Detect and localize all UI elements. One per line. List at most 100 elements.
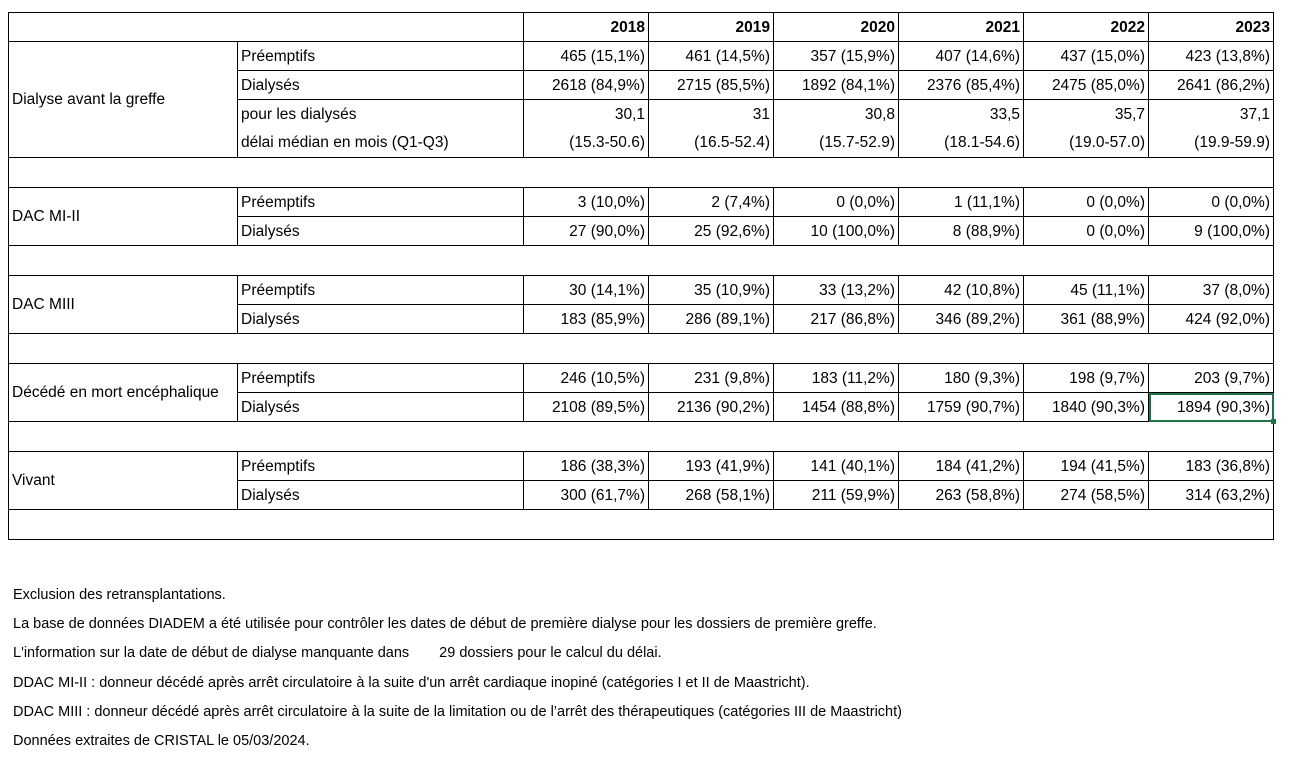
data-cell[interactable]: 141 (40,1%): [773, 451, 899, 481]
data-cell[interactable]: 0 (0,0%): [1023, 187, 1149, 217]
data-cell[interactable]: 0 (0,0%): [1148, 187, 1274, 217]
data-cell[interactable]: 231 (9,8%): [648, 363, 774, 393]
data-cell[interactable]: 37 (8,0%): [1148, 275, 1274, 305]
data-cell[interactable]: 30 (14,1%): [523, 275, 649, 305]
data-cell[interactable]: 3 (10,0%): [523, 187, 649, 217]
data-cell[interactable]: 186 (38,3%): [523, 451, 649, 481]
group-label-mort-encephalique[interactable]: Décédé en mort encéphalique: [8, 363, 238, 422]
data-cell[interactable]: 1454 (88,8%): [773, 392, 899, 422]
year-header-2019[interactable]: 2019: [648, 12, 774, 42]
year-header-2021[interactable]: 2021: [898, 12, 1024, 42]
data-cell[interactable]: 246 (10,5%): [523, 363, 649, 393]
data-cell[interactable]: 0 (0,0%): [773, 187, 899, 217]
data-cell[interactable]: 33 (13,2%): [773, 275, 899, 305]
spacer-cell[interactable]: [8, 421, 1274, 452]
data-cell[interactable]: 183 (11,2%): [773, 363, 899, 393]
data-cell[interactable]: 1 (11,1%): [898, 187, 1024, 217]
row-label[interactable]: pour les dialysés: [237, 99, 524, 129]
data-cell[interactable]: 27 (90,0%): [523, 216, 649, 246]
data-cell[interactable]: 407 (14,6%): [898, 41, 1024, 71]
data-cell[interactable]: (15.3-50.6): [523, 128, 649, 158]
data-cell[interactable]: 286 (89,1%): [648, 304, 774, 334]
data-cell[interactable]: 194 (41,5%): [1023, 451, 1149, 481]
row-label[interactable]: délai médian en mois (Q1-Q3): [237, 128, 524, 158]
row-label[interactable]: Préemptifs: [237, 187, 524, 217]
data-cell[interactable]: 437 (15,0%): [1023, 41, 1149, 71]
data-cell[interactable]: 217 (86,8%): [773, 304, 899, 334]
data-cell[interactable]: 2475 (85,0%): [1023, 70, 1149, 100]
data-cell[interactable]: 203 (9,7%): [1148, 363, 1274, 393]
group-label-dac-mi-ii[interactable]: DAC MI-II: [8, 187, 238, 246]
row-label[interactable]: Dialysés: [237, 480, 524, 510]
row-label[interactable]: Dialysés: [237, 392, 524, 422]
data-cell[interactable]: 314 (63,2%): [1148, 480, 1274, 510]
data-cell[interactable]: 357 (15,9%): [773, 41, 899, 71]
data-cell[interactable]: 42 (10,8%): [898, 275, 1024, 305]
data-cell[interactable]: 2618 (84,9%): [523, 70, 649, 100]
data-cell[interactable]: 45 (11,1%): [1023, 275, 1149, 305]
row-label[interactable]: Dialysés: [237, 70, 524, 100]
year-header-2022[interactable]: 2022: [1023, 12, 1149, 42]
spacer-cell[interactable]: [8, 157, 1274, 188]
group-label-dac-miii[interactable]: DAC MIII: [8, 275, 238, 334]
year-header-2023[interactable]: 2023: [1148, 12, 1274, 42]
data-cell[interactable]: 30,1: [523, 99, 649, 129]
data-cell[interactable]: (19.0-57.0): [1023, 128, 1149, 158]
data-cell[interactable]: 465 (15,1%): [523, 41, 649, 71]
header-blank-cell[interactable]: [8, 12, 524, 42]
data-cell[interactable]: 263 (58,8%): [898, 480, 1024, 510]
data-cell[interactable]: 2376 (85,4%): [898, 70, 1024, 100]
spacer-cell[interactable]: [8, 333, 1274, 364]
spacer-cell[interactable]: [8, 245, 1274, 276]
data-cell[interactable]: 184 (41,2%): [898, 451, 1024, 481]
data-cell[interactable]: 25 (92,6%): [648, 216, 774, 246]
data-cell[interactable]: (19.9-59.9): [1148, 128, 1274, 158]
data-cell[interactable]: 2108 (89,5%): [523, 392, 649, 422]
data-cell[interactable]: 424 (92,0%): [1148, 304, 1274, 334]
data-cell[interactable]: 361 (88,9%): [1023, 304, 1149, 334]
data-cell[interactable]: 183 (85,9%): [523, 304, 649, 334]
data-cell[interactable]: 211 (59,9%): [773, 480, 899, 510]
data-cell[interactable]: 183 (36,8%): [1148, 451, 1274, 481]
data-cell[interactable]: (18.1-54.6): [898, 128, 1024, 158]
row-label[interactable]: Préemptifs: [237, 275, 524, 305]
data-cell[interactable]: 2715 (85,5%): [648, 70, 774, 100]
group-label-vivant[interactable]: Vivant: [8, 451, 238, 510]
data-cell[interactable]: 268 (58,1%): [648, 480, 774, 510]
data-cell[interactable]: (15.7-52.9): [773, 128, 899, 158]
data-cell[interactable]: 198 (9,7%): [1023, 363, 1149, 393]
data-cell[interactable]: 346 (89,2%): [898, 304, 1024, 334]
selected-cell[interactable]: 1894 (90,3%): [1148, 392, 1277, 425]
data-cell[interactable]: 274 (58,5%): [1023, 480, 1149, 510]
row-label[interactable]: Dialysés: [237, 304, 524, 334]
data-cell[interactable]: 423 (13,8%): [1148, 41, 1274, 71]
data-cell[interactable]: 35 (10,9%): [648, 275, 774, 305]
data-cell[interactable]: 461 (14,5%): [648, 41, 774, 71]
data-cell[interactable]: 35,7: [1023, 99, 1149, 129]
data-cell[interactable]: 8 (88,9%): [898, 216, 1024, 246]
data-cell[interactable]: 2641 (86,2%): [1148, 70, 1274, 100]
data-cell[interactable]: 0 (0,0%): [1023, 216, 1149, 246]
spacer-cell[interactable]: [8, 509, 1274, 540]
row-label[interactable]: Dialysés: [237, 216, 524, 246]
data-cell[interactable]: 9 (100,0%): [1148, 216, 1274, 246]
data-cell[interactable]: 33,5: [898, 99, 1024, 129]
data-cell[interactable]: (16.5-52.4): [648, 128, 774, 158]
data-cell[interactable]: 300 (61,7%): [523, 480, 649, 510]
data-cell[interactable]: 2136 (90,2%): [648, 392, 774, 422]
data-cell[interactable]: 1892 (84,1%): [773, 70, 899, 100]
year-header-2018[interactable]: 2018: [523, 12, 649, 42]
data-cell[interactable]: 10 (100,0%): [773, 216, 899, 246]
data-cell[interactable]: 1840 (90,3%): [1023, 392, 1149, 422]
data-cell[interactable]: 30,8: [773, 99, 899, 129]
row-label[interactable]: Préemptifs: [237, 451, 524, 481]
data-cell[interactable]: 2 (7,4%): [648, 187, 774, 217]
data-cell[interactable]: 1759 (90,7%): [898, 392, 1024, 422]
row-label[interactable]: Préemptifs: [237, 363, 524, 393]
year-header-2020[interactable]: 2020: [773, 12, 899, 42]
data-cell[interactable]: 37,1: [1148, 99, 1274, 129]
group-label-dialyse[interactable]: Dialyse avant la greffe: [8, 41, 238, 158]
row-label[interactable]: Préemptifs: [237, 41, 524, 71]
data-cell[interactable]: 193 (41,9%): [648, 451, 774, 481]
data-cell[interactable]: 180 (9,3%): [898, 363, 1024, 393]
